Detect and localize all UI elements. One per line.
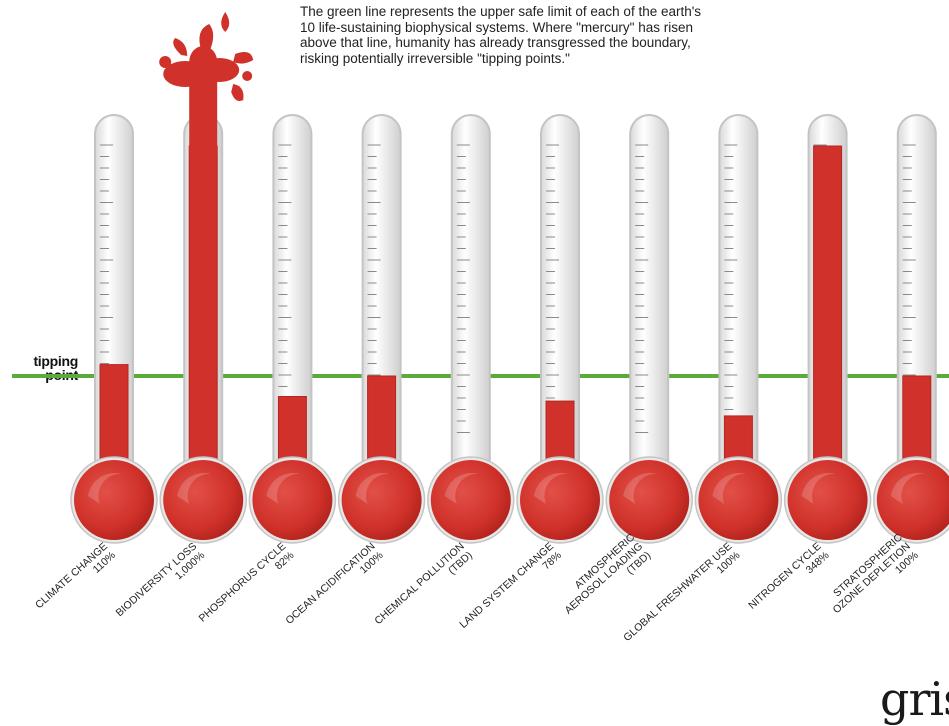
thermometer-name-label: OCEAN ACIDIFICATION (283, 540, 377, 626)
mercury-bulb (430, 460, 511, 540)
thermometer-chart: CLIMATE CHANGE110%BIODIVERSITY LOSS1,000… (12, 12, 949, 644)
thermometer (516, 114, 604, 544)
thermometer-name-label: LAND SYSTEM CHANGE (457, 540, 556, 631)
thermometer-label: PHOSPHORUS CYCLE82% (197, 540, 297, 633)
thermometer-name-label: AEROSOL LOADING (562, 540, 645, 616)
thermometer (70, 114, 158, 544)
thermometer (248, 114, 337, 544)
intro-text: The green line represents the upper safe… (300, 4, 900, 66)
intro-line: 10 life-sustaining biophysical systems. … (300, 19, 693, 35)
mercury-bulb (252, 460, 333, 540)
thermometer (605, 114, 693, 544)
mercury-bulb (787, 460, 868, 540)
thermometer-name-label: OZONE DEPLETION (831, 540, 913, 616)
mercury-bulb (698, 460, 779, 540)
mercury-column (813, 145, 843, 481)
mercury-bulb (520, 460, 600, 540)
thermometer-label: STRATOSPHERICOZONE DEPLETION100% (823, 531, 922, 625)
thermometer-label: LAND SYSTEM CHANGE78% (457, 540, 564, 639)
thermometer (427, 114, 515, 544)
thermometer-name-label: NITROGEN CYCLE (746, 540, 823, 611)
thermometer-tube (540, 114, 580, 471)
thermometer (337, 114, 426, 544)
thermometer (159, 12, 254, 544)
grist-logo: gris (880, 672, 949, 726)
thermometer-label: NITROGEN CYCLE348% (746, 540, 831, 620)
intro-line: above that line, humanity has already tr… (300, 35, 691, 50)
thermometer-tube (450, 114, 491, 471)
mercury-column (188, 145, 218, 481)
thermometer-tube (718, 114, 759, 471)
thermometer-ticks (456, 144, 470, 433)
thermometer (783, 114, 872, 544)
tipping-point-label-line1: tipping (33, 353, 78, 369)
mercury-bulb (341, 460, 422, 540)
thermometer (873, 114, 949, 544)
mercury-overflow-splash (159, 12, 254, 154)
thermometer-ticks (635, 144, 649, 433)
mercury-bulb (163, 460, 244, 540)
thermometer-label: OCEAN ACIDIFICATION100% (283, 540, 385, 635)
thermometer-label: ATMOSPHERICAEROSOL LOADING(TBD) (554, 531, 653, 625)
intro-line: The green line represents the upper safe… (300, 4, 702, 19)
thermometer-label: CLIMATE CHANGE110% (33, 540, 118, 620)
mercury-bulb (74, 460, 154, 540)
intro-line: risking potentially irreversible "tippin… (300, 50, 570, 66)
thermometer-label: BIODIVERSITY LOSS1,000% (114, 540, 208, 628)
thermometer-name-label: CHEMICAL POLLUTION (372, 540, 466, 627)
mercury-bulb (609, 460, 690, 540)
thermometer-tube (272, 114, 313, 471)
thermometer (694, 114, 783, 544)
thermometer-name-label: BIODIVERSITY LOSS (114, 540, 200, 619)
thermometer-name-label: PHOSPHORUS CYCLE (197, 540, 289, 624)
thermometer-tube (629, 114, 670, 471)
mercury-bulb (876, 460, 949, 540)
